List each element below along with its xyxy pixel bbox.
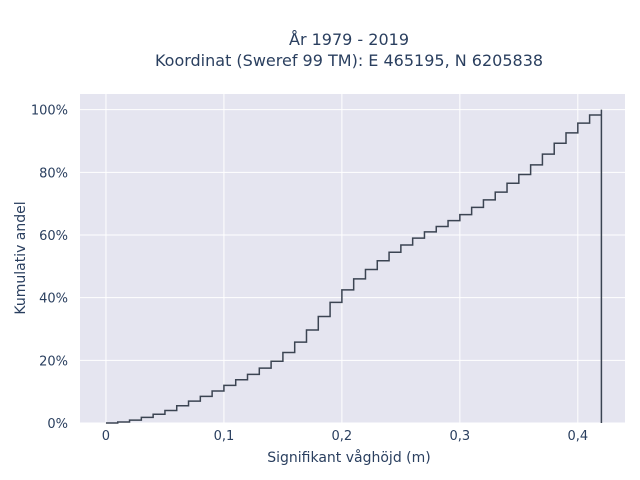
x-tick-label: 0 [102,429,110,444]
plot-area [80,94,625,423]
x-tick-label: 0,3 [450,429,471,444]
y-tick-label: 0% [47,417,68,432]
x-tick-label: 0,1 [214,429,235,444]
chart-title-line1: År 1979 - 2019 [289,30,409,49]
x-axis-title: Signifikant våghöjd (m) [267,449,430,466]
x-tick-label: 0,2 [332,429,353,444]
x-tick-label: 0,4 [567,429,588,444]
chart-title-line2: Koordinat (Sweref 99 TM): E 465195, N 62… [155,51,543,70]
series [105,109,603,424]
y-tick-label: 20% [39,354,68,369]
y-tick-label: 60% [39,229,68,244]
y-tick-label: 100% [31,104,68,119]
y-tick-label: 80% [39,166,68,181]
cumulative-step-line [105,109,603,424]
y-axis-title: Kumulativ andel [13,201,29,314]
grid [80,94,625,424]
tick-labels: 0 0,1 0,2 0,3 0,4 0% 20% 40% 60% 80% 100% [31,104,588,444]
y-tick-label: 40% [39,292,68,307]
